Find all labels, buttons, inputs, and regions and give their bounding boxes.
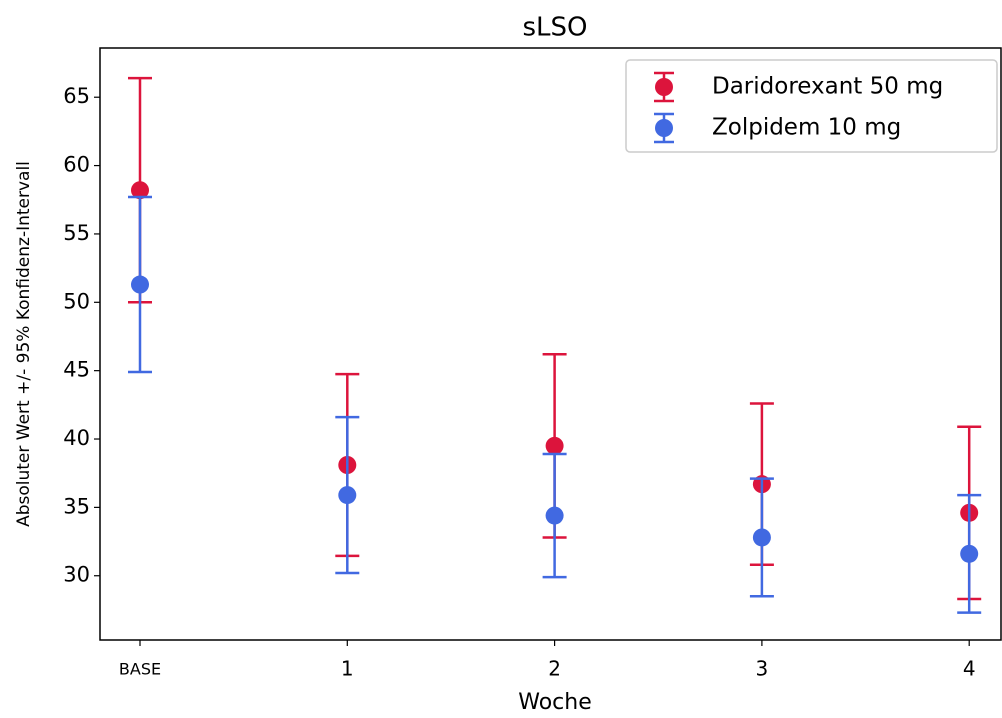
data-point — [545, 436, 564, 455]
y-tick-label: 55 — [63, 221, 90, 245]
x-tick-label: 3 — [756, 657, 769, 681]
data-point — [960, 544, 979, 563]
x-tick-label: BASE — [119, 660, 161, 679]
y-tick-label: 50 — [63, 289, 90, 313]
data-point — [545, 506, 564, 525]
y-tick-label: 30 — [63, 563, 90, 587]
legend-label: Daridorexant 50 mg — [712, 74, 943, 100]
legend-label: Zolpidem 10 mg — [712, 115, 901, 141]
y-tick-label: 35 — [63, 494, 90, 518]
chart-title: sLSO — [523, 13, 588, 43]
x-tick-label: 1 — [341, 657, 354, 681]
data-point — [131, 275, 149, 294]
x-tick-label: 2 — [548, 657, 561, 681]
plot-frame — [99, 47, 1002, 641]
y-tick-label: 65 — [63, 84, 90, 108]
legend-box — [625, 59, 998, 153]
legend-marker — [655, 78, 673, 96]
data-point — [131, 181, 149, 200]
x-axis-label: Woche — [518, 690, 592, 715]
y-tick-label: 45 — [63, 358, 90, 382]
x-tick-label: 4 — [963, 657, 976, 681]
y-tick-label: 40 — [63, 426, 90, 450]
y-axis-label: Absoluter Wert +/- 95% Konfidenz-Interva… — [14, 161, 34, 527]
legend-marker — [655, 119, 673, 137]
data-point — [338, 486, 357, 505]
data-point — [752, 528, 771, 547]
y-tick-label: 60 — [63, 153, 90, 177]
